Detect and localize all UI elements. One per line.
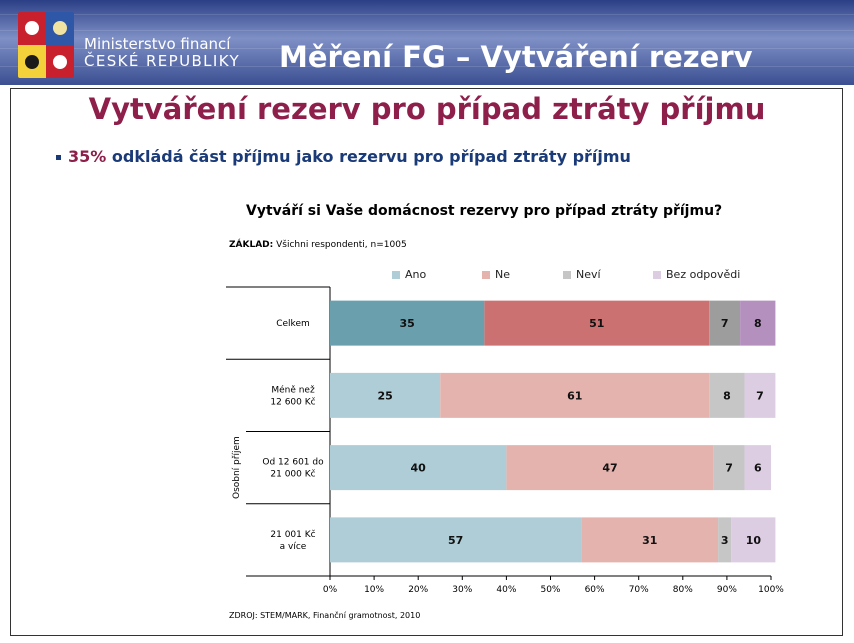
legend-swatch	[392, 271, 400, 279]
bullet-highlight: 35%	[68, 147, 107, 166]
legend-label: Ano	[405, 268, 427, 281]
source-note: ZDROJ: STEM/MARK, Finanční gramotnost, 2…	[229, 611, 421, 620]
legend-label: Bez odpovědi	[666, 268, 741, 281]
ministry-name-line1: Ministerstvo financí	[84, 35, 231, 53]
chart-title: Vytváří si Vaše domácnost rezervy pro př…	[246, 203, 723, 219]
legend-label: Neví	[576, 268, 601, 281]
bullet-point: 35% odkládá část příjmu jako rezervu pro…	[56, 147, 631, 166]
base-note-text: Všichni respondenti, n=1005	[273, 240, 407, 250]
legend-item-nevi: Neví	[563, 268, 601, 281]
header-title: Měření FG – Vytváření rezerv	[279, 40, 753, 74]
legend-swatch	[563, 271, 571, 279]
slide-title: Vytváření rezerv pro případ ztráty příjm…	[88, 92, 766, 126]
header-banner: Ministerstvo financí ČESKÉ REPUBLIKY Měř…	[0, 0, 854, 85]
legend-label: Ne	[495, 268, 510, 281]
ministry-name: Ministerstvo financí ČESKÉ REPUBLIKY	[84, 36, 240, 70]
legend-item-bez-odpovedi: Bez odpovědi	[653, 268, 740, 281]
legend-swatch	[653, 271, 661, 279]
coat-of-arms-icon	[18, 12, 74, 78]
legend-item-ne: Ne	[482, 268, 510, 281]
legend-item-ano: Ano	[392, 268, 426, 281]
legend-swatch	[482, 271, 490, 279]
bullet-square-icon	[56, 155, 61, 160]
base-note-label: ZÁKLAD:	[229, 240, 274, 250]
ministry-name-line2: ČESKÉ REPUBLIKY	[84, 52, 241, 70]
bullet-text: odkládá část příjmu jako rezervu pro pří…	[106, 147, 631, 166]
content-frame	[10, 88, 843, 636]
base-note: ZÁKLAD: Všichni respondenti, n=1005	[229, 240, 407, 250]
